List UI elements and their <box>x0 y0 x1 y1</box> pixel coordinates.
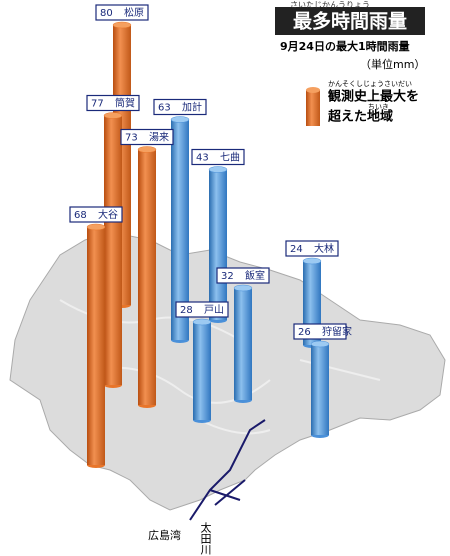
value-label: 63 <box>158 103 171 114</box>
label-box <box>86 94 140 112</box>
bar <box>87 227 105 465</box>
title: 最多時間雨量 <box>293 10 407 33</box>
bar-cap <box>86 223 106 231</box>
station-label: 飯室 <box>245 269 265 282</box>
bar <box>104 115 122 385</box>
value-label: 73 <box>125 133 138 144</box>
station-label: 戸山 <box>204 304 224 316</box>
legend-text: 観測史上最大を <box>327 89 419 105</box>
station-label: 七曲 <box>220 152 240 164</box>
map-label: 太田川 <box>199 522 212 555</box>
title-box <box>275 7 425 35</box>
bar <box>193 322 211 420</box>
bar <box>311 344 329 435</box>
bar-cap <box>310 340 330 348</box>
label-box <box>216 267 270 284</box>
bar <box>138 149 156 405</box>
value-label: 26 <box>298 327 311 338</box>
bar-cap <box>137 146 157 153</box>
station-label: 松原 <box>124 6 144 19</box>
legend-ruby: かんそくしじょうさいだい <box>328 80 412 88</box>
bar <box>234 288 252 400</box>
unit: （単位mm） <box>360 57 425 71</box>
title-ruby: さいたじかんうりょう <box>290 1 370 10</box>
label-box <box>191 148 245 166</box>
label-box <box>120 128 174 146</box>
bar <box>209 169 227 320</box>
bar-cap <box>233 284 253 292</box>
bar <box>171 119 189 340</box>
label-box <box>95 4 149 21</box>
station-label: 加計 <box>182 101 202 114</box>
bar-cap <box>170 116 190 123</box>
bar-cap <box>112 21 132 29</box>
bar-cap <box>103 112 123 119</box>
label-box <box>153 98 207 116</box>
bars: 80 松原 63 加計 43 七曲 77 筒賀 73 湯来 24 大林 32 飯室 68 大谷 28 戸山 26 狩留… <box>69 4 352 468</box>
station-label: 大林 <box>314 242 334 255</box>
map-label: 広島湾 <box>148 528 181 542</box>
station-label: 筒賀 <box>115 97 135 110</box>
legend-swatch <box>306 90 320 126</box>
bar-cap <box>192 318 212 326</box>
station-label: 湯来 <box>149 131 169 144</box>
legend-text: 超えた地域 <box>328 109 393 125</box>
subtitle: 9月24日の最大1時間雨量 <box>280 39 410 53</box>
bar-cap <box>208 166 228 173</box>
bar-cap <box>302 257 322 265</box>
legend: かんそくしじょうさいだい 観測史上最大を ちいき 超えた地域 <box>306 80 419 126</box>
label-box <box>293 323 347 340</box>
label-box <box>285 240 339 257</box>
value-label: 32 <box>221 271 234 282</box>
station-label: 大谷 <box>98 208 118 221</box>
value-label: 43 <box>196 153 209 164</box>
value-label: 28 <box>180 305 193 316</box>
value-label: 68 <box>74 210 87 221</box>
label-box <box>175 301 229 318</box>
station-label: 狩留家 <box>322 325 352 338</box>
legend-ruby: ちいき <box>368 103 389 111</box>
value-label: 80 <box>100 8 113 19</box>
value-label: 77 <box>91 99 104 110</box>
legend-swatch-cap <box>306 87 320 93</box>
value-label: 24 <box>290 244 303 255</box>
label-box <box>69 206 123 223</box>
